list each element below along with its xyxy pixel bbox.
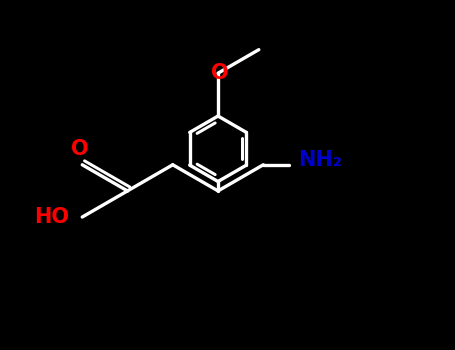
Text: HO: HO	[35, 207, 70, 227]
Text: O: O	[212, 63, 229, 83]
Text: O: O	[71, 139, 89, 159]
Text: NH₂: NH₂	[298, 150, 342, 170]
